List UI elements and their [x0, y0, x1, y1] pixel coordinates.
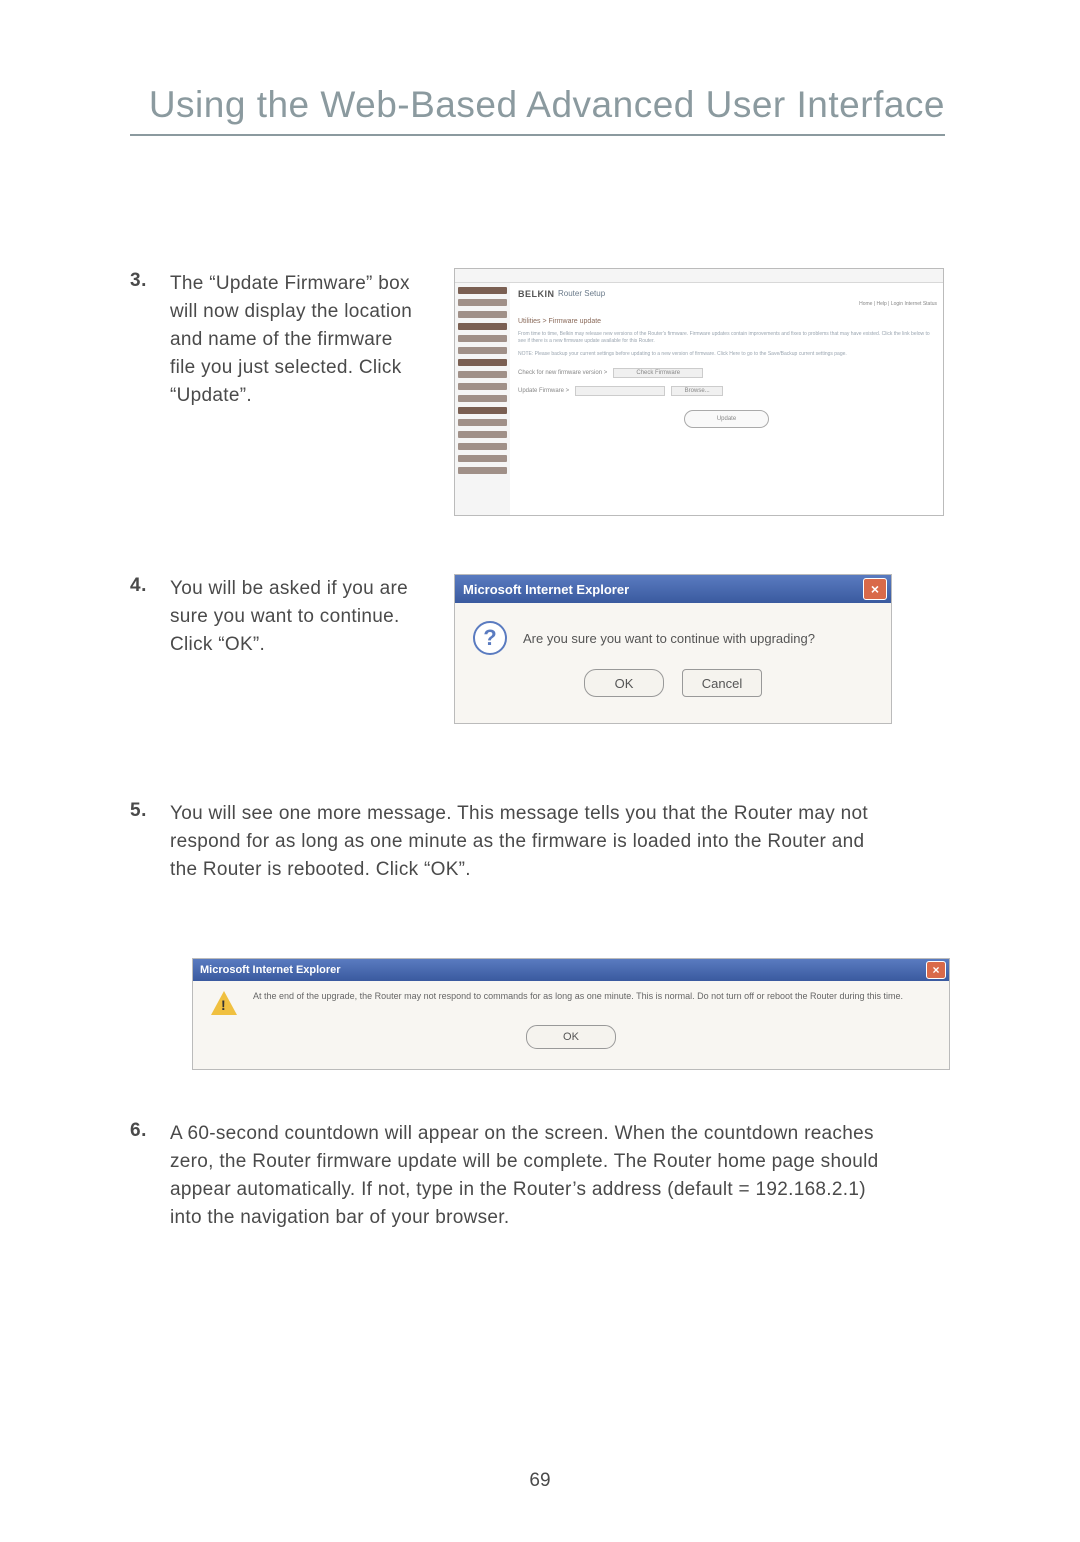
step-3: 3. The “Update Firmware” box will now di… [130, 270, 420, 411]
step-4: 4. You will be asked if you are sure you… [130, 575, 420, 659]
step-number: 6. [130, 1120, 147, 1142]
warning-dialog: Microsoft Internet Explorer × At the end… [192, 958, 950, 1070]
close-icon[interactable]: × [926, 961, 946, 979]
belkin-right-links: Home | Help | Login Internet Status [859, 301, 937, 307]
question-icon: ? [473, 621, 507, 655]
belkin-field-label: Check for new firmware version > [518, 370, 607, 376]
step-number: 4. [130, 575, 147, 597]
belkin-paragraph-2: NOTE: Please backup your current setting… [518, 351, 935, 358]
step-text: You will be asked if you are sure you wa… [170, 575, 420, 659]
step-5: 5. You will see one more message. This m… [130, 800, 890, 884]
dialog-titlebar: Microsoft Internet Explorer × [193, 959, 949, 981]
belkin-section-title: Utilities > Firmware update [518, 318, 935, 325]
page-title: Using the Web-Based Advanced User Interf… [130, 84, 945, 136]
dialog-message: At the end of the upgrade, the Router ma… [253, 991, 903, 1003]
step-number: 5. [130, 800, 147, 822]
step-text: The “Update Firmware” box will now displ… [170, 270, 420, 411]
dialog-message: Are you sure you want to continue with u… [523, 631, 815, 646]
belkin-sidebar [455, 283, 510, 515]
belkin-check-button[interactable]: Check Firmware [613, 368, 703, 378]
belkin-main: BELKIN Router Setup Home | Help | Login … [510, 283, 943, 515]
step-6: 6. A 60-second countdown will appear on … [130, 1120, 890, 1232]
belkin-update-button[interactable]: Update [684, 410, 769, 428]
belkin-fw-label: Update Firmware > [518, 388, 569, 394]
step-number: 3. [130, 270, 147, 292]
belkin-paragraph-1: From time to time, Belkin may release ne… [518, 331, 935, 345]
close-icon[interactable]: × [863, 578, 887, 600]
warning-icon [211, 991, 237, 1017]
page-number: 69 [0, 1470, 1080, 1492]
cancel-button[interactable]: Cancel [682, 669, 762, 697]
belkin-app-title: Router Setup [558, 289, 935, 298]
step-text: You will see one more message. This mess… [170, 800, 890, 884]
belkin-topbar [455, 269, 943, 283]
ok-button[interactable]: OK [584, 669, 664, 697]
ok-button[interactable]: OK [526, 1025, 616, 1049]
belkin-browse-button[interactable]: Browse... [671, 386, 723, 396]
belkin-file-input[interactable] [575, 386, 665, 396]
belkin-screenshot: BELKIN Router Setup Home | Help | Login … [454, 268, 944, 516]
dialog-title: Microsoft Internet Explorer [459, 582, 629, 597]
dialog-titlebar: Microsoft Internet Explorer × [455, 575, 891, 603]
confirm-dialog: Microsoft Internet Explorer × ? Are you … [454, 574, 892, 724]
step-text: A 60-second countdown will appear on the… [170, 1120, 890, 1232]
dialog-title: Microsoft Internet Explorer [196, 964, 341, 976]
